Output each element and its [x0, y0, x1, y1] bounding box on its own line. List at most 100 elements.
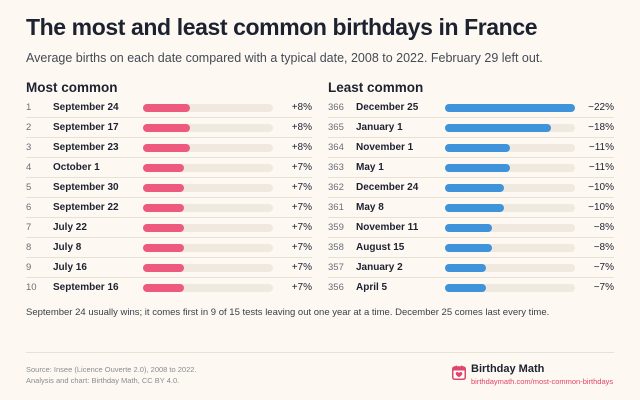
rank-label: 356 — [328, 282, 344, 293]
date-label: April 5 — [356, 282, 388, 293]
value-label: −8% — [593, 222, 614, 233]
bar — [143, 104, 191, 112]
table-row: 6 September 22 +7% — [26, 198, 312, 218]
bar-track — [445, 284, 575, 292]
table-row: 362 December 24 −10% — [328, 178, 614, 198]
value-label: +7% — [291, 182, 312, 193]
bar — [143, 244, 185, 252]
bar — [143, 284, 185, 292]
bar — [445, 244, 493, 252]
date-label: September 30 — [53, 182, 119, 193]
date-label: January 1 — [356, 122, 403, 133]
table-row: 358 August 15 −8% — [328, 238, 614, 258]
brand-url-link[interactable]: birthdaymath.com/most-common-birthdays — [471, 377, 614, 386]
value-label: +7% — [291, 242, 312, 253]
source-credit: Source: Insee (Licence Ouverte 2.0), 200… — [26, 364, 197, 386]
date-label: September 17 — [53, 122, 119, 133]
bar — [143, 264, 185, 272]
bar-track — [445, 144, 575, 152]
bar-track — [445, 184, 575, 192]
value-label: +7% — [291, 202, 312, 213]
rank-label: 3 — [26, 142, 32, 153]
table-row: 1 September 24 +8% — [26, 98, 312, 118]
table-row: 9 July 16 +7% — [26, 258, 312, 278]
date-label: September 22 — [53, 202, 119, 213]
table-row: 366 December 25 −22% — [328, 98, 614, 118]
value-label: +8% — [291, 122, 312, 133]
value-label: +7% — [291, 162, 312, 173]
bar-track — [143, 284, 273, 292]
bar-track — [143, 184, 273, 192]
bar-track — [143, 124, 273, 132]
table-row: 361 May 8 −10% — [328, 198, 614, 218]
bar-track — [143, 224, 273, 232]
value-label: −18% — [588, 122, 614, 133]
date-label: January 2 — [356, 262, 403, 273]
bar-track — [143, 264, 273, 272]
table-row: 356 April 5 −7% — [328, 278, 614, 298]
value-label: −10% — [588, 182, 614, 193]
source-line: Source: Insee (Licence Ouverte 2.0), 200… — [26, 365, 197, 374]
value-label: +8% — [291, 142, 312, 153]
rank-label: 364 — [328, 142, 344, 153]
calendar-heart-icon — [452, 365, 466, 380]
bar — [143, 224, 185, 232]
value-label: −7% — [593, 282, 614, 293]
bar-track — [445, 164, 575, 172]
rank-label: 357 — [328, 262, 344, 273]
credit-line: Analysis and chart: Birthday Math, CC BY… — [26, 376, 180, 385]
bar — [445, 204, 505, 212]
table-row: 363 May 1 −11% — [328, 158, 614, 178]
bar-track — [143, 204, 273, 212]
rank-label: 8 — [26, 242, 32, 253]
bar — [445, 264, 487, 272]
most-common-title: Most common — [26, 80, 118, 95]
date-label: November 11 — [356, 222, 419, 233]
date-label: September 23 — [53, 142, 119, 153]
rank-label: 7 — [26, 222, 32, 233]
bar — [445, 124, 552, 132]
table-row: 3 September 23 +8% — [26, 138, 312, 158]
rank-label: 2 — [26, 122, 32, 133]
value-label: +7% — [291, 222, 312, 233]
bar — [143, 184, 185, 192]
bar-track — [143, 144, 273, 152]
table-row: 4 October 1 +7% — [26, 158, 312, 178]
date-label: November 1 — [356, 142, 414, 153]
date-label: July 8 — [53, 242, 82, 253]
rank-label: 9 — [26, 262, 32, 273]
footer-divider — [26, 352, 614, 353]
rank-label: 365 — [328, 122, 344, 133]
date-label: May 8 — [356, 202, 384, 213]
chart-subtitle: Average births on each date compared wit… — [26, 51, 543, 65]
most-common-panel: Most common 1 September 24 +8% 2 September 1… — [26, 78, 312, 298]
bar — [445, 184, 505, 192]
bar — [143, 164, 185, 172]
bar-track — [143, 164, 273, 172]
bar — [445, 104, 575, 112]
value-label: −22% — [588, 102, 614, 113]
chart-title: The most and least common birthdays in F… — [26, 14, 538, 40]
bar-track — [143, 104, 273, 112]
rank-label: 359 — [328, 222, 344, 233]
bar — [445, 144, 510, 152]
bar-track — [445, 264, 575, 272]
table-row: 5 September 30 +7% — [26, 178, 312, 198]
value-label: −11% — [588, 162, 614, 173]
date-label: December 24 — [356, 182, 419, 193]
bar — [445, 164, 510, 172]
bar — [445, 224, 493, 232]
table-row: 2 September 17 +8% — [26, 118, 312, 138]
bar-track — [445, 104, 575, 112]
value-label: −11% — [588, 142, 614, 153]
rank-label: 361 — [328, 202, 344, 213]
value-label: +7% — [291, 262, 312, 273]
value-label: +8% — [291, 102, 312, 113]
rank-label: 1 — [26, 102, 32, 113]
date-label: July 22 — [53, 222, 87, 233]
value-label: −8% — [593, 242, 614, 253]
bar — [143, 204, 185, 212]
least-common-title: Least common — [328, 80, 424, 95]
value-label: +7% — [291, 282, 312, 293]
least-common-panel: Least common 366 December 25 −22% 365 Januar… — [328, 78, 614, 298]
